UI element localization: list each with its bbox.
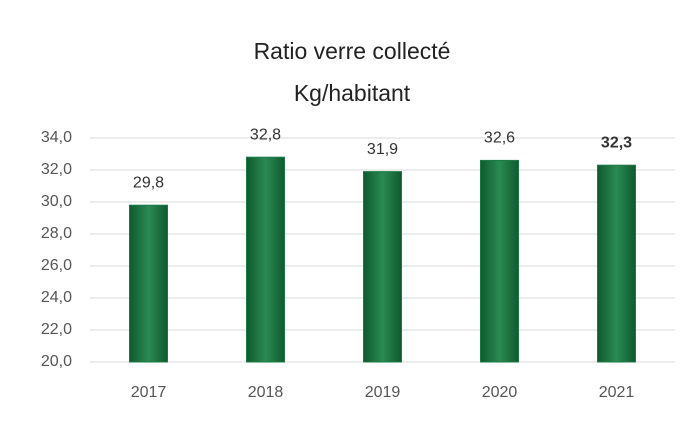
y-tick-label: 22,0: [41, 321, 72, 338]
bar: [597, 164, 636, 363]
y-tick-label: 34,0: [41, 129, 72, 146]
bar: [129, 204, 168, 363]
bar: [246, 156, 285, 363]
x-tick-label: 2018: [248, 384, 284, 401]
data-label: 31,9: [367, 141, 398, 158]
y-tick-label: 30,0: [41, 193, 72, 210]
x-tick-label: 2019: [365, 384, 401, 401]
bar: [363, 171, 402, 363]
data-label: 32,6: [484, 130, 515, 147]
y-tick-label: 20,0: [41, 353, 72, 370]
x-tick-label: 2021: [599, 384, 635, 401]
chart-subtitle: Kg/habitant: [294, 80, 411, 106]
y-tick-label: 28,0: [41, 225, 72, 242]
data-label: 32,8: [250, 126, 281, 143]
data-label: 32,3: [601, 134, 632, 151]
x-tick-label: 2020: [482, 384, 518, 401]
x-tick-label: 2017: [131, 384, 167, 401]
data-label: 29,8: [133, 174, 164, 191]
y-tick-label: 24,0: [41, 289, 72, 306]
chart-title: Ratio verre collecté: [254, 38, 451, 64]
y-tick-label: 26,0: [41, 257, 72, 274]
bar: [480, 159, 519, 363]
y-tick-label: 32,0: [41, 161, 72, 178]
